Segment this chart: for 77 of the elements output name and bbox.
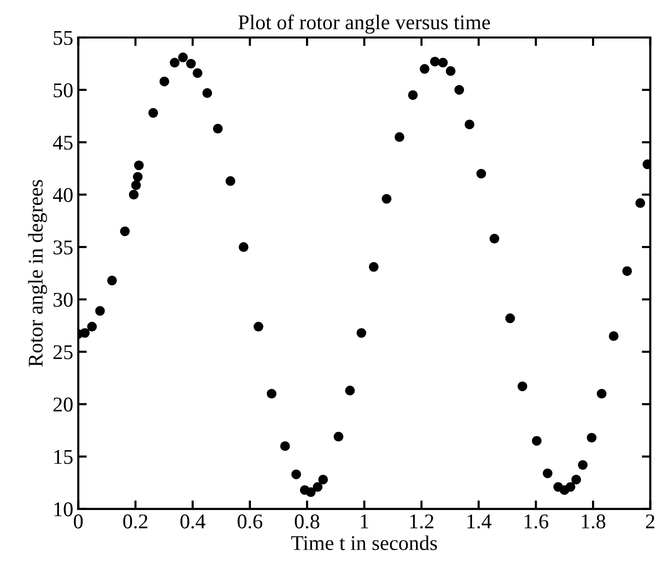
point <box>95 306 105 316</box>
y-tick-label: 20 <box>53 398 73 412</box>
y-tick-label: 40 <box>52 188 73 202</box>
point <box>542 468 552 478</box>
point <box>254 322 264 332</box>
point <box>178 52 188 62</box>
x-tick-label: 1.4 <box>467 514 492 529</box>
point <box>635 198 646 208</box>
point <box>596 388 607 399</box>
point <box>159 76 170 86</box>
point <box>446 66 456 76</box>
x-tick-label: 0.2 <box>123 514 148 529</box>
point <box>192 68 202 78</box>
x-tick-label: 0.4 <box>180 514 206 529</box>
point <box>394 132 404 142</box>
point <box>202 88 212 98</box>
x-tick-label: 2 <box>646 514 654 528</box>
point <box>128 190 139 200</box>
point <box>408 90 418 100</box>
point <box>566 482 576 492</box>
point <box>382 194 392 204</box>
x-tick-label: 0.8 <box>294 514 320 529</box>
point <box>280 441 290 451</box>
y-tick-label: 45 <box>52 136 73 150</box>
point <box>226 176 236 186</box>
y-tick-label: 25 <box>53 345 73 360</box>
point <box>134 160 144 170</box>
point <box>266 388 276 399</box>
point <box>132 172 143 182</box>
point <box>238 242 248 252</box>
point <box>490 234 500 244</box>
point <box>438 58 448 68</box>
point <box>80 328 90 338</box>
x-tick-label: 0.6 <box>238 514 262 529</box>
x-tick-label: 1.2 <box>410 514 434 529</box>
point <box>212 124 223 134</box>
point <box>131 180 141 190</box>
point <box>476 168 486 179</box>
point <box>345 386 355 396</box>
point <box>368 262 379 272</box>
point <box>454 85 464 95</box>
point <box>87 322 97 332</box>
x-tick-label: 1 <box>360 514 368 528</box>
point <box>608 331 619 341</box>
y-axis-title: Rotor angle in degrees <box>28 180 48 367</box>
point <box>518 381 528 392</box>
x-axis-title: Time t in seconds <box>291 535 437 550</box>
point <box>420 64 430 74</box>
point <box>306 487 316 498</box>
point <box>107 276 117 286</box>
point <box>586 432 596 443</box>
point <box>356 328 366 338</box>
point <box>578 460 588 470</box>
point <box>430 56 440 66</box>
point <box>170 58 180 68</box>
chart-title: Plot of rotor angle versus time <box>238 14 490 34</box>
point <box>312 482 323 492</box>
point <box>464 120 474 130</box>
y-tick-label: 35 <box>54 240 73 254</box>
point <box>571 474 582 484</box>
point <box>505 313 515 324</box>
point <box>120 226 130 236</box>
y-tick-label: 55 <box>54 31 73 45</box>
point <box>532 436 542 446</box>
y-tick-label: 50 <box>54 83 73 98</box>
point <box>186 58 196 69</box>
y-tick-label: 10 <box>54 502 73 516</box>
y-tick-label: 15 <box>54 450 73 464</box>
x-tick-label: 0 <box>74 514 83 528</box>
x-tick-label: 1.8 <box>582 514 606 529</box>
point <box>318 474 328 484</box>
point <box>622 266 632 276</box>
point <box>291 469 302 480</box>
x-tick-label: 1.6 <box>524 514 548 529</box>
point <box>148 108 158 118</box>
y-tick-label: 30 <box>54 292 73 307</box>
point <box>334 432 344 442</box>
